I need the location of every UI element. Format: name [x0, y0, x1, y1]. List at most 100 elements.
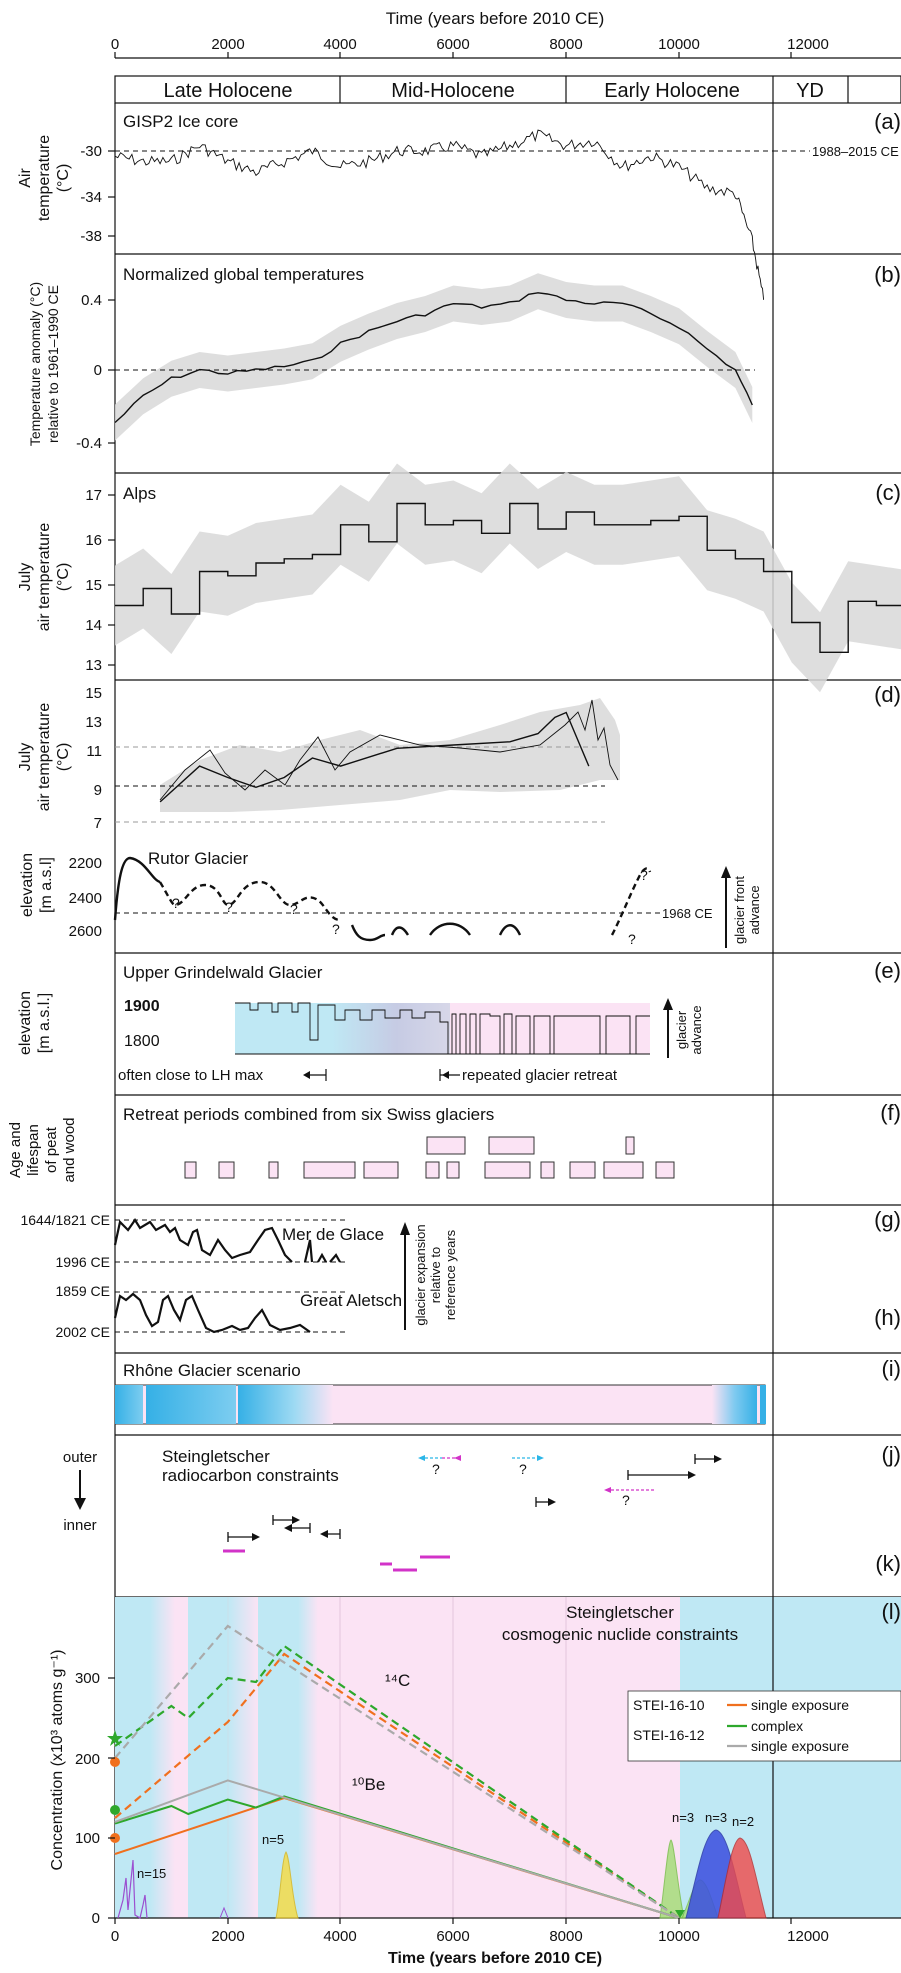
panel-k-letter: (k): [875, 1551, 901, 1576]
panel-f-ylabel-2: lifespan: [25, 1124, 42, 1176]
panel-c-ylabel-1: July: [17, 563, 34, 591]
panel-f-letter: (f): [880, 1100, 901, 1125]
panel-g-ref-bottom: 1996 CE: [56, 1254, 110, 1270]
rutor-tick-2600: 2600: [69, 923, 102, 940]
panel-e-arrow-label-1: glacier: [674, 1010, 689, 1049]
rutor-ylabel-2: [m a.s.l]: [38, 857, 55, 913]
rutor-arrow-label-1: glacier front: [732, 876, 747, 944]
panel-d: (d) July air temperature (°C) 15 13 11 9…: [17, 682, 901, 832]
panel-e-series: [235, 1002, 650, 1055]
bottom-axis-label: Time (years before 2010 CE): [388, 1950, 602, 1967]
panel-c: Alps (c) July air temperature (°C) 17 16…: [17, 463, 901, 693]
bottom-tick-12000: 12000: [787, 1928, 829, 1945]
panel-i: Rhône Glacier scenario (i): [114, 1356, 901, 1425]
panel-a-tick-38: -38: [80, 228, 102, 245]
legend-complex: complex: [751, 1718, 803, 1734]
be10-complex-stei-16-12: [114, 1795, 680, 1919]
n15-label: n=15: [137, 1866, 166, 1881]
c14-single-exposure-stei-16-10: [114, 1652, 680, 1919]
panel-rutor: Rutor Glacier elevation [m a.s.l] 2200 2…: [19, 849, 762, 948]
panel-f: Retreat periods combined from six Swiss …: [7, 1100, 901, 1183]
j-q-2: ?: [519, 1461, 527, 1477]
panel-c-tick-17: 17: [85, 487, 102, 504]
rutor-q-3: ?: [290, 901, 298, 917]
panel-b-uncertainty-band: [115, 273, 753, 441]
retreat-box: [603, 1161, 644, 1179]
start-marker-orange-c14: [110, 1757, 120, 1767]
panel-e-right-note: repeated glacier retreat: [462, 1067, 618, 1084]
panel-i-title: Rhône Glacier scenario: [123, 1361, 301, 1380]
retreat-box: [655, 1161, 675, 1179]
panel-e-arrow-label-2: advance: [689, 1005, 704, 1054]
peak-n5: [275, 1851, 299, 1919]
panel-a-ref-label: 1988–2015 CE: [812, 144, 899, 159]
panel-a-ylabel-1: Air: [17, 168, 34, 188]
c14-label: ¹⁴C: [385, 1671, 410, 1690]
panel-l-tick-300: 300: [75, 1670, 100, 1687]
top-axis-ticks: 0 2000 4000 6000 8000 10000 12000: [111, 36, 901, 59]
great-aletsch-curve: [113, 1292, 311, 1334]
top-tick-0: 0: [111, 36, 119, 53]
panel-e-ylabel-1: elevation: [17, 991, 34, 1055]
bottom-tick-4000: 4000: [323, 1928, 356, 1945]
panel-c-tick-14: 14: [85, 617, 102, 634]
panel-l-tick-100: 100: [75, 1830, 100, 1847]
rutor-q-1: ?: [172, 895, 180, 911]
n2-label: n=2: [732, 1814, 754, 1829]
rutor-q-2: ?: [225, 899, 233, 915]
panel-c-ylabel-2: air temperature: [36, 523, 53, 632]
panel-k-bars: [223, 1549, 450, 1572]
panel-d-thin-series: [159, 699, 619, 801]
j-q-1: ?: [432, 1461, 440, 1477]
retreat-box: [446, 1161, 460, 1179]
panel-a: GISP2 Ice core (a) Air temperature (°C) …: [17, 109, 901, 300]
panel-d-tick-7: 7: [94, 815, 102, 832]
outer-label: outer: [63, 1449, 97, 1466]
panel-e: Upper Grindelwald Glacier (e) elevation …: [17, 958, 901, 1084]
panel-a-title: GISP2 Ice core: [123, 112, 238, 131]
panel-h-ref-top: 1859 CE: [56, 1283, 110, 1299]
panel-c-tick-13: 13: [85, 657, 102, 674]
retreat-box: [218, 1161, 235, 1179]
inner-label: inner: [63, 1517, 96, 1534]
retreat-box: [426, 1136, 466, 1155]
panel-d-tick-9: 9: [94, 782, 102, 799]
panel-d-tick-13: 13: [85, 714, 102, 731]
period-early-holocene: Early Holocene: [604, 80, 740, 102]
panel-l: ¹⁴C ¹⁰Be n=15 n=5 n=3 n=3 n=2 Steinglets…: [49, 1597, 901, 1927]
period-yd: YD: [796, 80, 824, 102]
rutor-q-5: ?: [628, 931, 636, 947]
panel-j-k: (j) (k) Steingletscher radiocarbon const…: [63, 1442, 901, 1576]
n3a-label: n=3: [672, 1810, 694, 1825]
panel-g-ref-top: 1644/1821 CE: [20, 1212, 110, 1228]
bottom-tick-8000: 8000: [549, 1928, 582, 1945]
panel-b-tick-0.4: 0.4: [81, 292, 102, 309]
retreat-box: [268, 1161, 279, 1179]
panel-i-letter: (i): [881, 1356, 901, 1381]
mer-de-glace-curve: [113, 1218, 293, 1263]
retreat-box: [303, 1161, 356, 1179]
retreat-box: [363, 1161, 399, 1179]
great-aletsch-label: Great Aletsch: [300, 1291, 402, 1310]
panel-c-tick-15: 15: [85, 577, 102, 594]
n5-label: n=5: [262, 1832, 284, 1847]
uncertain-arrows: ? ? ?: [418, 1455, 656, 1508]
panel-j-letter: (j): [881, 1442, 901, 1467]
panel-j-title-1: Steingletscher: [162, 1447, 270, 1466]
retreat-box: [484, 1161, 531, 1179]
legend-stei-16-12: STEI-16-12: [633, 1727, 705, 1743]
rutor-curve: [113, 856, 161, 921]
bottom-tick-2000: 2000: [211, 1928, 244, 1945]
panel-c-ylabel-3: (°C): [55, 563, 72, 592]
panel-a-ylabel-2: temperature: [36, 135, 53, 221]
panel-b: Normalized global temperatures (b) Tempe…: [27, 262, 901, 452]
panel-l-letter: (l): [881, 1599, 901, 1624]
rutor-arrow-label-2: advance: [747, 885, 762, 934]
panel-d-tick-15: 15: [85, 685, 102, 702]
panel-g-arrow-label-3: reference years: [443, 1229, 458, 1320]
panel-a-letter: (a): [874, 109, 901, 134]
bottom-axis: 0 2000 4000 6000 8000 10000 12000 Time (…: [111, 1918, 829, 1967]
peak-n2-red: [717, 1837, 767, 1919]
panel-g-h: (g) (h) 1644/1821 CE 1996 CE 1859 CE 200…: [20, 1207, 901, 1340]
panel-g-arrow-label-2: relative to: [428, 1247, 443, 1303]
